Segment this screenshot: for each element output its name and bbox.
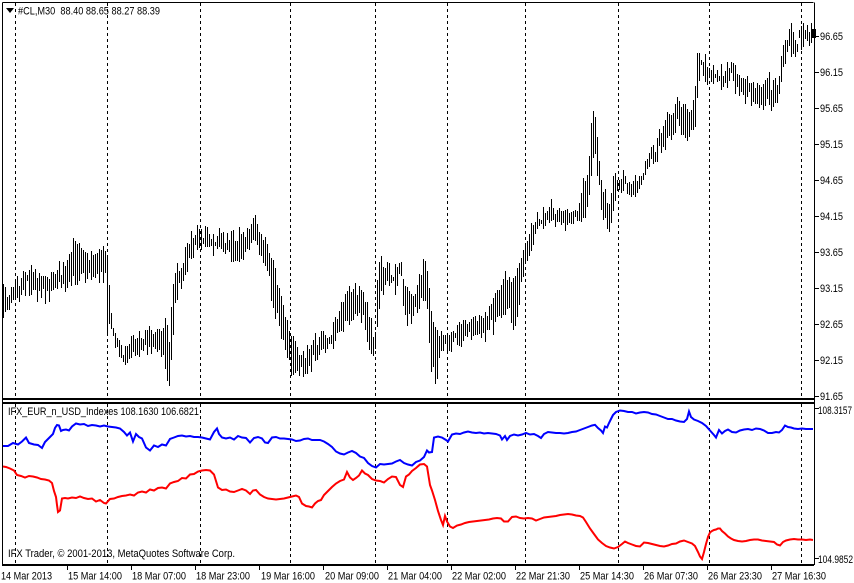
svg-text:14 Mar 2013: 14 Mar 2013 [1,571,52,583]
svg-text:95.65: 95.65 [820,103,843,115]
svg-text:22 Mar 02:00: 22 Mar 02:00 [452,571,506,583]
svg-text:15 Mar 14:00: 15 Mar 14:00 [68,571,122,583]
svg-text:96.65: 96.65 [820,31,843,43]
svg-text:93.15: 93.15 [820,283,843,295]
svg-text:22 Mar 21:30: 22 Mar 21:30 [516,571,570,583]
svg-text:93.65: 93.65 [820,247,843,259]
svg-text:#CL,M30 88.40 88.65 88.27 88.: #CL,M30 88.40 88.65 88.27 88.39 [18,6,160,18]
svg-text:96.15: 96.15 [820,67,843,79]
svg-text:27 Mar 16:30: 27 Mar 16:30 [772,571,826,583]
svg-text:IFX_EUR_n_USD_Indexes 108.1630: IFX_EUR_n_USD_Indexes 108.1630 106.6821 [8,406,199,418]
svg-text:94.15: 94.15 [820,211,843,223]
svg-text:92.15: 92.15 [820,355,843,367]
svg-text:26 Mar 07:30: 26 Mar 07:30 [644,571,698,583]
svg-text:94.65: 94.65 [820,175,843,187]
svg-text:20 Mar 09:00: 20 Mar 09:00 [325,571,379,583]
svg-text:95.15: 95.15 [820,139,843,151]
svg-text:92.65: 92.65 [820,319,843,331]
svg-text:18 Mar 07:00: 18 Mar 07:00 [132,571,186,583]
svg-text:18 Mar 23:00: 18 Mar 23:00 [196,571,250,583]
svg-text:108.3157: 108.3157 [818,405,852,417]
svg-text:91.65: 91.65 [820,391,843,403]
svg-text:26 Mar 23:30: 26 Mar 23:30 [708,571,762,583]
svg-text:21 Mar 04:00: 21 Mar 04:00 [388,571,442,583]
svg-text:IFX Trader, © 2001-2013, MetaQ: IFX Trader, © 2001-2013, MetaQuotes Soft… [8,548,235,560]
svg-text:104.9852: 104.9852 [818,554,853,566]
svg-text:19 Mar 16:00: 19 Mar 16:00 [261,571,315,583]
svg-text:25 Mar 14:30: 25 Mar 14:30 [580,571,634,583]
